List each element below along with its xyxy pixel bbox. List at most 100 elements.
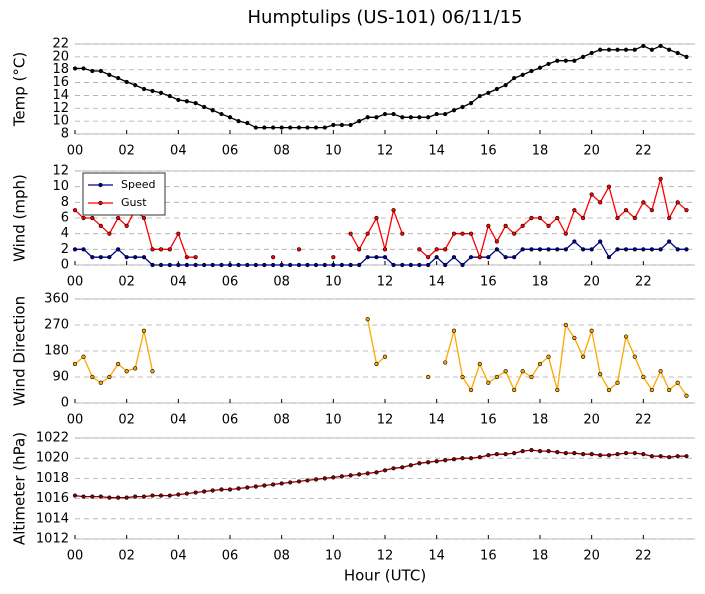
x-tick-label: 18 xyxy=(532,549,549,564)
data-point xyxy=(81,66,86,71)
x-tick-label: 12 xyxy=(377,144,394,159)
x-tick-label: 18 xyxy=(532,413,549,428)
data-point xyxy=(322,125,327,130)
x-tick-label: 00 xyxy=(67,144,84,159)
data-point xyxy=(167,262,172,268)
x-tick-label: 06 xyxy=(222,144,239,159)
x-tick-label: 08 xyxy=(273,144,290,159)
data-point xyxy=(116,215,121,221)
data-point xyxy=(90,374,95,380)
data-point xyxy=(176,492,181,497)
data-point xyxy=(331,475,336,480)
data-point xyxy=(98,494,103,499)
data-point xyxy=(623,208,629,213)
y-tick-label: 8 xyxy=(61,127,69,142)
data-point xyxy=(494,247,499,252)
y-tick-label: 0 xyxy=(61,258,69,273)
x-tick-label: 18 xyxy=(532,275,549,290)
x-tick-label: 02 xyxy=(118,275,135,290)
data-point xyxy=(615,247,620,252)
data-point xyxy=(658,176,663,181)
data-point xyxy=(348,473,353,478)
data-point xyxy=(641,452,646,457)
data-point xyxy=(236,119,241,124)
data-point xyxy=(90,494,95,499)
x-tick-label: 18 xyxy=(532,144,549,159)
data-point xyxy=(675,454,680,459)
series-line xyxy=(74,319,688,397)
data-point xyxy=(460,374,465,380)
data-point xyxy=(236,262,241,268)
data-point xyxy=(615,47,620,52)
data-point xyxy=(81,215,86,221)
data-point xyxy=(417,247,422,252)
y-tick-label: 4 xyxy=(61,226,69,241)
data-point xyxy=(210,262,215,268)
data-point xyxy=(279,262,284,268)
data-point xyxy=(322,476,327,481)
data-point xyxy=(555,247,560,252)
data-point xyxy=(322,262,327,268)
y-tick-label: 12 xyxy=(52,164,69,179)
data-point xyxy=(512,387,517,393)
data-point xyxy=(451,457,457,462)
data-point xyxy=(72,66,78,71)
chart-title: Humptulips (US-101) 06/11/15 xyxy=(248,7,523,28)
data-point xyxy=(176,97,181,103)
data-point xyxy=(546,449,551,454)
data-point xyxy=(176,262,181,268)
data-point xyxy=(615,452,620,457)
data-point xyxy=(193,101,198,106)
data-point xyxy=(572,239,577,244)
data-point xyxy=(623,247,629,252)
data-point xyxy=(581,54,586,59)
data-point xyxy=(598,372,603,377)
data-point xyxy=(606,255,612,260)
data-point xyxy=(133,366,138,371)
data-point xyxy=(417,461,422,466)
data-point xyxy=(81,494,86,499)
data-point xyxy=(98,223,103,228)
data-point xyxy=(494,239,499,244)
data-point xyxy=(434,111,439,117)
y-tick-label: 8 xyxy=(61,195,69,210)
data-point xyxy=(365,255,370,260)
data-point xyxy=(124,79,129,85)
data-point xyxy=(468,101,474,106)
data-point xyxy=(365,115,370,120)
data-point xyxy=(391,111,396,117)
data-point xyxy=(598,47,603,52)
data-point xyxy=(520,223,525,228)
data-point xyxy=(667,455,672,460)
data-point xyxy=(598,453,603,458)
data-point xyxy=(296,479,302,484)
data-point xyxy=(434,247,439,252)
data-point xyxy=(572,208,577,213)
data-point xyxy=(81,354,86,359)
data-point xyxy=(589,192,594,197)
data-point xyxy=(124,223,129,228)
y-axis-label: Wind Direction xyxy=(11,296,29,406)
data-point xyxy=(658,454,663,459)
x-tick-label: 22 xyxy=(635,549,652,564)
y-tick-label: 14 xyxy=(52,88,69,103)
data-point xyxy=(443,458,448,463)
data-point xyxy=(408,262,413,268)
data-point xyxy=(141,215,147,221)
data-point xyxy=(512,231,517,236)
data-point xyxy=(589,452,594,457)
data-point xyxy=(81,247,86,252)
data-point xyxy=(107,374,112,380)
data-point xyxy=(417,115,422,120)
data-point xyxy=(675,200,680,205)
data-point xyxy=(193,490,198,495)
x-tick-label: 20 xyxy=(583,144,600,159)
x-tick-label: 02 xyxy=(118,413,135,428)
data-point xyxy=(331,262,336,268)
data-point xyxy=(141,255,147,260)
data-point xyxy=(684,247,689,252)
data-point xyxy=(675,380,680,385)
x-tick-label: 10 xyxy=(325,413,342,428)
data-point xyxy=(391,262,396,268)
y-tick-label: 22 xyxy=(52,37,69,52)
